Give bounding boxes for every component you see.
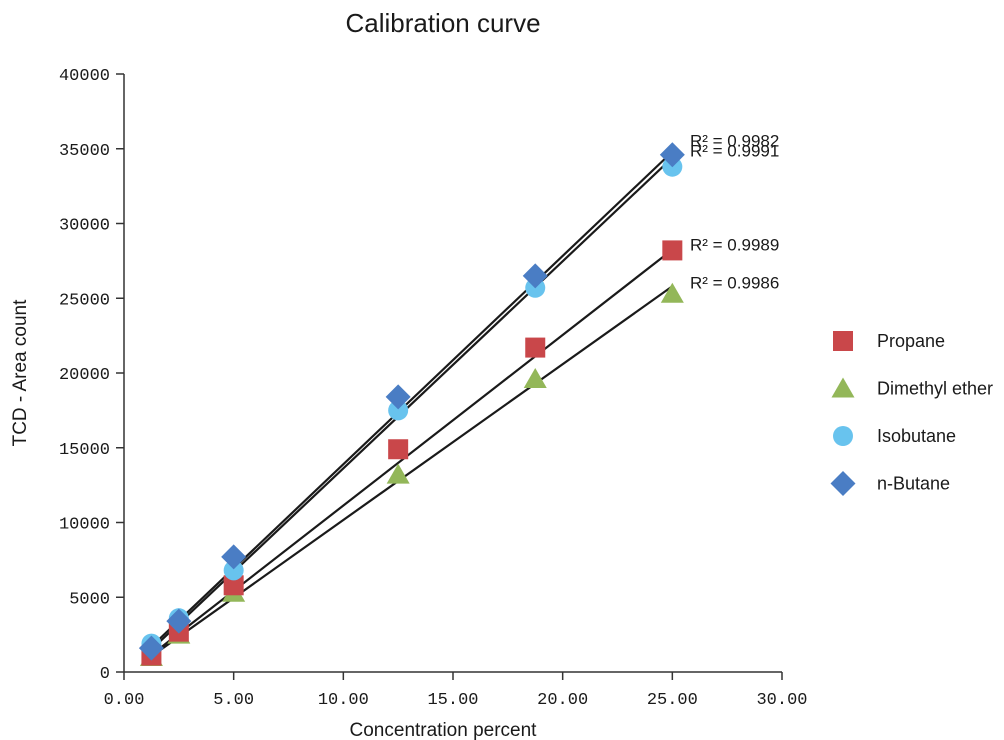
- data-point-diamond: [138, 635, 164, 661]
- y-tick-label: 20000: [59, 366, 110, 385]
- x-tick-label: 30.00: [756, 691, 807, 710]
- y-tick-label: 0: [100, 665, 110, 684]
- r2-label: R² = 0.9989: [690, 236, 779, 255]
- y-tick-label: 35000: [59, 142, 110, 161]
- legend-marker-triangle: [831, 377, 855, 398]
- x-axis-label: Concentration percent: [350, 720, 538, 740]
- r2-label: R² = 0.9991: [690, 142, 779, 161]
- data-point-triangle: [386, 463, 410, 484]
- r2-label: R² = 0.9982: [690, 132, 779, 151]
- r2-label: R² = 0.9986: [690, 273, 779, 292]
- data-point-diamond: [385, 384, 411, 410]
- data-point-circle: [388, 400, 409, 421]
- legend-marker-diamond: [830, 471, 856, 496]
- data-point-circle: [223, 560, 244, 581]
- y-ticks: 0 5000 10000 15000 20000 25000 30000 35000 40000: [59, 67, 124, 684]
- x-tick-label: 15.00: [427, 691, 478, 710]
- x-tick-label: 5.00: [213, 691, 254, 710]
- legend-marker-square: [833, 331, 853, 351]
- data-point-diamond: [166, 608, 192, 634]
- legend-label: Dimethyl ether: [877, 379, 993, 399]
- data-point-square: [223, 575, 244, 596]
- x-tick-label: 0.00: [104, 691, 145, 710]
- y-tick-label: 5000: [69, 590, 110, 609]
- y-axis-label: TCD - Area count: [10, 299, 31, 446]
- data-point-diamond: [221, 544, 247, 570]
- data-point-square: [662, 240, 683, 261]
- x-tick-label: 25.00: [647, 691, 698, 710]
- data-point-square: [525, 337, 546, 358]
- y-tick-label: 25000: [59, 291, 110, 310]
- y-tick-label: 40000: [59, 67, 110, 86]
- data-point-square: [388, 439, 409, 460]
- data-point-diamond: [522, 263, 548, 289]
- legend-label: Propane: [877, 331, 945, 351]
- data-point-diamond: [659, 142, 685, 168]
- x-ticks: 0.00 5.00 10.00 15.00 20.00 25.00 30.00: [104, 672, 808, 710]
- data-points: [138, 142, 685, 667]
- chart-title: Calibration curve: [345, 8, 540, 38]
- data-point-triangle: [660, 282, 684, 303]
- y-tick-label: 10000: [59, 516, 110, 535]
- legend: Propane Dimethyl ether Isobutane n-Butane: [830, 331, 993, 496]
- data-point-triangle: [523, 367, 547, 388]
- legend-label: n-Butane: [877, 474, 950, 494]
- x-tick-label: 10.00: [318, 691, 369, 710]
- y-tick-label: 30000: [59, 217, 110, 236]
- y-tick-label: 15000: [59, 441, 110, 460]
- x-tick-label: 20.00: [537, 691, 588, 710]
- legend-marker-circle: [833, 426, 853, 446]
- legend-label: Isobutane: [877, 426, 956, 446]
